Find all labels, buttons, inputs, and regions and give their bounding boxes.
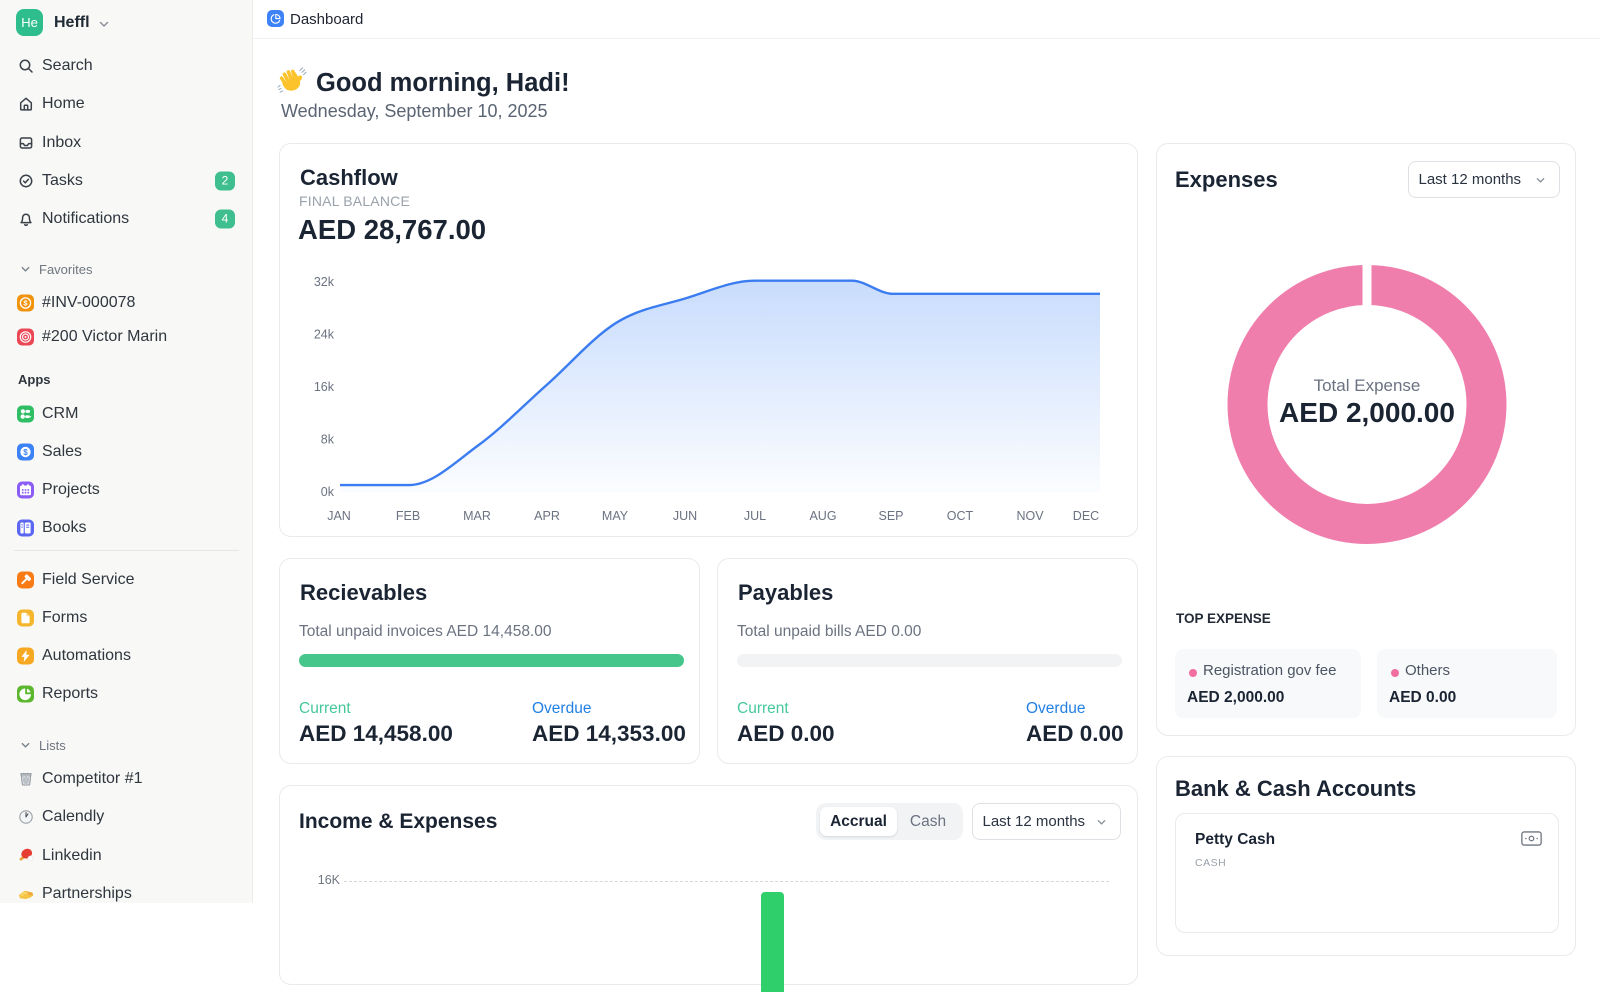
svg-text:FEB: FEB	[396, 509, 420, 523]
svg-text:Total Expense: Total Expense	[1314, 376, 1421, 395]
svg-text:$: $	[23, 448, 28, 457]
svg-text:32k: 32k	[314, 275, 335, 289]
svg-text:OCT: OCT	[947, 509, 974, 523]
svg-text:JUL: JUL	[744, 509, 766, 523]
svg-text:AUG: AUG	[809, 509, 836, 523]
svg-text:NOV: NOV	[1016, 509, 1044, 523]
svg-text:JAN: JAN	[327, 509, 351, 523]
svg-text:0k: 0k	[321, 485, 335, 499]
svg-text:SEP: SEP	[878, 509, 903, 523]
svg-text:MAY: MAY	[602, 509, 629, 523]
svg-text:24k: 24k	[314, 328, 335, 342]
svg-text:8k: 8k	[321, 433, 335, 447]
svg-text:$: $	[23, 299, 28, 308]
svg-text:16k: 16k	[314, 380, 335, 394]
svg-text:DEC: DEC	[1073, 509, 1099, 523]
svg-text:MAR: MAR	[463, 509, 491, 523]
svg-text:JUN: JUN	[673, 509, 697, 523]
svg-text:AED 2,000.00: AED 2,000.00	[1279, 397, 1455, 428]
svg-text:APR: APR	[534, 509, 560, 523]
